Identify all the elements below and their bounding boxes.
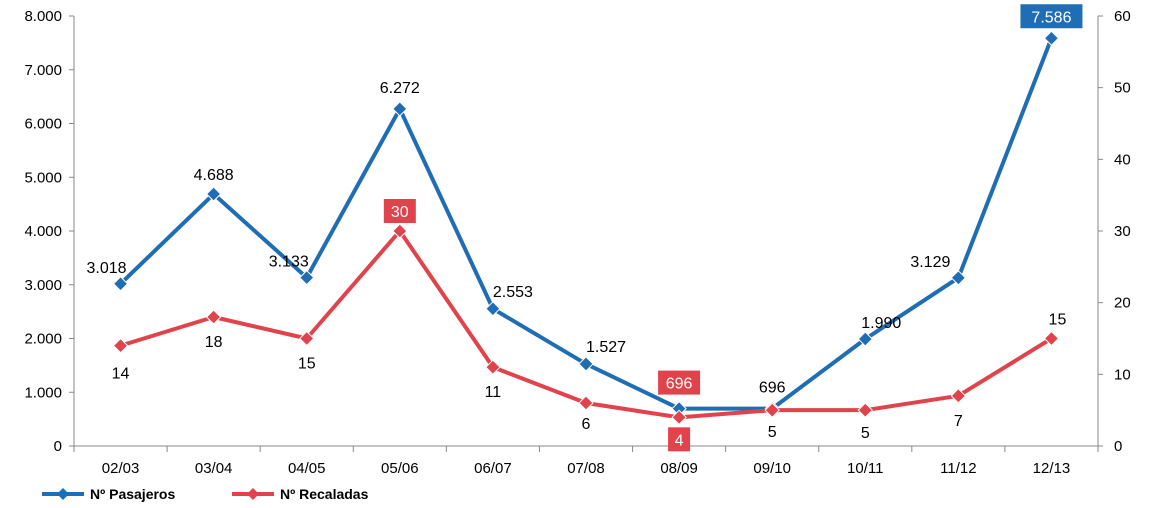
recaladas-data-label: 7 [954,413,963,430]
recaladas-point [299,330,315,347]
x-axis-tick-label: 05/06 [381,460,419,477]
x-axis-tick-label: 11/12 [940,460,976,477]
pasajeros-point [857,331,873,347]
recaladas-point [857,402,873,418]
pasajeros-point [112,276,129,292]
right-axis-tick-label: 30 [1114,223,1131,240]
pasajeros-data-label: 7.586 [1031,9,1071,26]
recaladas-data-label: 30 [391,204,409,221]
pasajeros-data-label: 1.990 [861,315,901,332]
legend-recaladas-label: Nº Recaladas [280,486,369,502]
x-axis-tick-label: 06/07 [474,460,512,477]
x-axis-tick-label: 10/11 [847,460,883,477]
pasajeros-data-label: 3.129 [910,254,950,271]
right-axis-tick-label: 60 [1114,8,1131,25]
recaladas-point [578,395,594,411]
legend-pasajeros-label: Nº Pasajeros [90,486,175,502]
recaladas-point [112,337,129,354]
pasajeros-point [205,186,222,202]
recaladas-data-label-box [668,427,691,452]
left-axis-tick-label: 7.000 [24,62,62,79]
recaladas-point [1043,330,1060,347]
legend-pasajeros-marker [57,488,69,500]
x-axis-tick-label: 03/04 [195,460,233,477]
pasajeros-data-label: 1.527 [586,339,626,356]
recaladas-data-label: 4 [675,432,684,449]
recaladas-data-label: 11 [485,384,502,401]
recaladas-data-label: 6 [582,416,591,433]
annotation-data-label-box [658,370,701,395]
recaladas-point [392,223,408,239]
x-axis-tick-label: 12/13 [1033,460,1071,477]
recaladas-data-label: 5 [861,425,870,442]
left-axis-tick-label: 6.000 [24,116,62,133]
recaladas-data-label: 15 [1049,312,1067,329]
recaladas-data-label: 15 [298,356,316,373]
pasajeros-data-label: 696 [759,380,786,397]
annotation-data-label: 696 [666,376,693,393]
legend-recaladas-marker [247,488,259,500]
recaladas-point [485,359,501,375]
left-axis-tick-label: 4.000 [24,223,62,240]
left-axis-tick-label: 0 [54,438,62,455]
right-axis-tick-label: 50 [1114,80,1131,97]
x-axis-tick-label: 08/09 [660,460,698,477]
x-axis-tick-label: 09/10 [753,460,791,477]
recaladas-data-label: 18 [205,334,223,351]
recaladas-point [764,402,780,418]
pasajeros-point [392,101,408,117]
pasajeros-data-label: 4.688 [194,167,234,184]
right-axis-tick-label: 40 [1114,151,1131,168]
recaladas-point [671,409,687,426]
right-axis-tick-label: 0 [1114,438,1122,455]
pasajeros-point [950,270,967,286]
recaladas-data-label: 5 [768,424,777,441]
x-axis-tick-label: 07/08 [567,460,605,477]
recaladas-data-label-box [383,199,416,223]
pasajeros-data-label: 6.272 [380,80,420,97]
recaladas-data-label: 14 [112,366,130,383]
x-axis-tick-label: 02/03 [102,460,140,477]
pasajeros-data-label: 3.133 [269,254,309,271]
pasajeros-point [485,301,501,317]
recaladas-point [950,388,967,404]
left-axis-tick-label: 5.000 [24,169,62,186]
pasajeros-point [299,269,315,286]
right-axis-tick-label: 10 [1114,366,1131,383]
left-axis-tick-label: 3.000 [24,277,62,294]
pasajeros-point [578,356,594,372]
recaladas-point [205,309,222,325]
pasajeros-data-label: 2.553 [493,284,533,301]
left-axis-tick-label: 2.000 [24,331,62,348]
x-axis-tick-label: 04/05 [288,460,326,477]
right-axis-tick-label: 20 [1114,295,1131,312]
pasajeros-point [1043,30,1060,46]
pasajeros-data-label: 3.018 [87,260,127,277]
pasajeros-data-label-box [1020,4,1083,29]
left-axis-tick-label: 8.000 [24,8,62,25]
left-axis-tick-label: 1.000 [24,384,62,401]
